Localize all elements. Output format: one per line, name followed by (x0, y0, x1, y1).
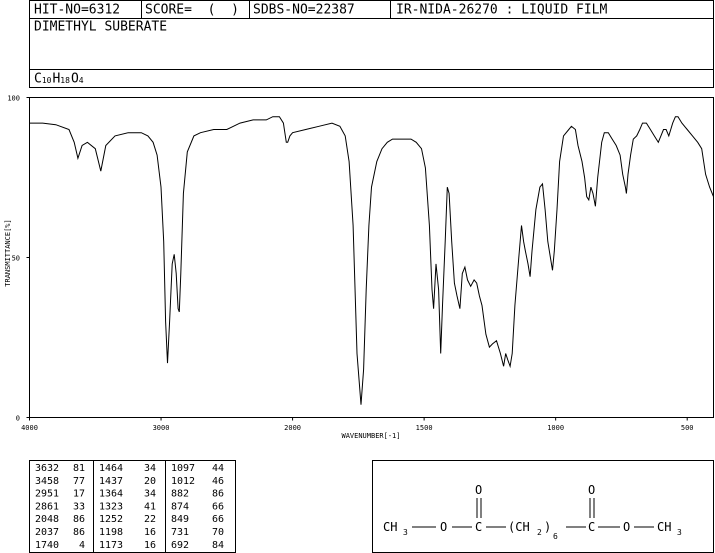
x-axis-label: WAVENUMBER[-1] (341, 432, 400, 440)
formula-subscript: 4 (79, 76, 84, 85)
atom-label: C (588, 520, 595, 534)
atom-label: ) (544, 520, 551, 534)
header-cell: SCORE= ( ) (145, 3, 239, 18)
peak-wavenumber: 731 (171, 527, 189, 538)
peak-wavenumber: 1173 (99, 540, 123, 551)
formula-element: O (71, 72, 79, 87)
x-tick-label: 1000 (547, 424, 564, 432)
formula-element: C (34, 72, 42, 87)
peak-intensity: 84 (212, 540, 224, 551)
header-cell: IR-NIDA-26270 : LIQUID FILM (396, 3, 607, 18)
peak-intensity: 17 (73, 489, 85, 500)
atom-label: O (475, 483, 482, 497)
peak-intensity: 46 (212, 476, 224, 487)
compound-name: DIMETHYL SUBERATE (34, 20, 167, 35)
peak-intensity: 41 (144, 501, 156, 512)
spectrum-line (29, 116, 714, 405)
peak-wavenumber: 1464 (99, 463, 123, 474)
peak-intensity: 34 (144, 489, 156, 500)
y-tick-label: 100 (7, 95, 20, 103)
peak-intensity: 33 (73, 501, 85, 512)
atom-subscript: 3 (677, 528, 682, 537)
peak-intensity: 20 (144, 476, 156, 487)
header-cell: HIT-NO=6312 (34, 3, 120, 18)
atom-label: O (588, 483, 595, 497)
peak-wavenumber: 874 (171, 501, 189, 512)
peak-intensity: 77 (73, 476, 85, 487)
peak-wavenumber: 3632 (35, 463, 59, 474)
peak-intensity: 34 (144, 463, 156, 474)
peak-wavenumber: 2037 (35, 527, 59, 538)
frames (29, 0, 714, 553)
x-tick-label: 500 (681, 424, 694, 432)
peak-wavenumber: 1323 (99, 501, 123, 512)
peak-intensity: 86 (73, 514, 85, 525)
peak-intensity: 4 (79, 540, 85, 551)
atom-label: CH (383, 520, 397, 534)
peak-intensity: 22 (144, 514, 156, 525)
y-axis-label: TRANSMITTANCE[%] (4, 219, 12, 286)
peak-wavenumber: 1198 (99, 527, 123, 538)
peak-intensity: 44 (212, 463, 224, 474)
atom-subscript: 6 (553, 532, 558, 541)
peak-wavenumber: 692 (171, 540, 189, 551)
peak-intensity: 70 (212, 527, 224, 538)
peak-wavenumber: 1437 (99, 476, 123, 487)
y-tick-label: 50 (12, 255, 20, 263)
peak-wavenumber: 1252 (99, 514, 123, 525)
peak-intensity: 81 (73, 463, 85, 474)
peak-wavenumber: 2951 (35, 489, 59, 500)
peak-intensity: 16 (144, 527, 156, 538)
x-tick-label: 3000 (153, 424, 170, 432)
atom-label: (CH (508, 520, 530, 534)
peak-intensity: 86 (73, 527, 85, 538)
atom-label: O (623, 520, 630, 534)
structure-box (372, 460, 714, 553)
peak-wavenumber: 1097 (171, 463, 195, 474)
peak-wavenumber: 3458 (35, 476, 59, 487)
x-tick-label: 1500 (416, 424, 433, 432)
atom-subscript: 2 (537, 528, 542, 537)
peak-wavenumber: 2048 (35, 514, 59, 525)
header-cell: SDBS-NO=22387 (253, 3, 355, 18)
atom-label: CH (657, 520, 671, 534)
peak-intensity: 16 (144, 540, 156, 551)
x-tick-label: 2000 (284, 424, 301, 432)
plot-frame (29, 97, 714, 418)
y-tick-label: 0 (16, 415, 20, 423)
bonds (412, 498, 654, 528)
peak-wavenumber: 1012 (171, 476, 195, 487)
formula-subscript: 10 (42, 76, 52, 85)
peak-intensity: 66 (212, 514, 224, 525)
formula-element: H (52, 72, 60, 87)
peak-wavenumber: 849 (171, 514, 189, 525)
header-box (29, 0, 714, 88)
peak-wavenumber: 2861 (35, 501, 59, 512)
peak-intensity: 66 (212, 501, 224, 512)
x-tick-label: 4000 (21, 424, 38, 432)
atom-label: O (440, 520, 447, 534)
atom-subscript: 3 (403, 528, 408, 537)
peak-wavenumber: 1364 (99, 489, 123, 500)
atom-label: C (475, 520, 482, 534)
peak-wavenumber: 1740 (35, 540, 59, 551)
peak-wavenumber: 882 (171, 489, 189, 500)
formula-subscript: 18 (60, 76, 70, 85)
peak-table-box (29, 460, 236, 553)
peak-intensity: 86 (212, 489, 224, 500)
